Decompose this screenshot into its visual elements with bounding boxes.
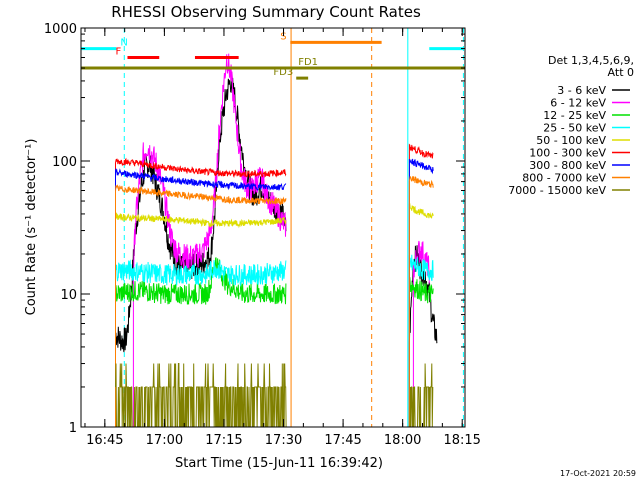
legend-label: 25 - 50 keV [543,122,606,135]
legend-header: Att 0 [608,66,634,79]
chart-title: RHESSI Observing Summary Count Rates [111,3,421,21]
series-line [115,363,287,428]
flag-label: FD1 [298,57,318,68]
series-line [408,175,434,427]
y-tick-label: 100 [52,155,77,170]
x-tick-label: 17:15 [205,433,242,448]
legend-label: 300 - 800 keV [529,159,606,172]
series-line [115,74,287,427]
series-line [115,157,287,427]
legend-label: 7000 - 15000 keV [508,184,606,197]
legend-label: 12 - 25 keV [543,109,606,122]
flag-label: F [115,47,121,58]
legend-header: Det 1,3,4,5,6,9, [548,54,634,67]
x-tick-label: 17:45 [324,433,361,448]
x-tick-label: 16:45 [86,433,123,448]
legend-label: 800 - 7000 keV [522,172,606,185]
series-line [132,53,287,427]
flag-label: S [280,31,286,42]
y-axis-label: Count Rate (s⁻¹ detector⁻¹) [24,139,39,316]
series-line [115,212,287,427]
series-lines [115,53,438,428]
vertical-markers [80,28,464,427]
y-tick-label: 1000 [44,22,77,37]
series-line [408,277,434,427]
legend-label: 50 - 100 keV [536,134,606,147]
flag-bars: NF S FD1 FD3 [81,31,465,80]
x-tick-label: 17:00 [146,433,183,448]
series-line [115,257,287,427]
flag-label: FD3 [273,67,293,78]
series-line [115,259,287,427]
series-line [408,203,434,427]
legend-label: 6 - 12 keV [550,97,606,110]
footer-timestamp: 17-Oct-2021 20:59 [560,469,636,478]
series-line [408,143,434,427]
y-tick-label: 1 [69,421,77,436]
series-line [115,184,287,427]
series-line [412,240,430,427]
series-line [115,167,287,427]
legend-label: 100 - 300 keV [529,147,606,160]
x-tick-label: 18:15 [443,433,480,448]
plot-frame [80,27,466,428]
x-tick-label: 18:00 [384,433,421,448]
legend-label: 3 - 6 keV [557,84,606,97]
x-axis-label: Start Time (15-Jun-11 16:39:42) [175,456,383,471]
axes: 16:45 17:00 17:15 17:30 17:45 18:00 18:15 1 10 10… [44,22,481,448]
flag-label: N [120,38,127,49]
series-line [408,254,434,427]
series-line [408,158,434,427]
y-tick-label: 10 [60,288,77,303]
x-tick-label: 17:30 [265,433,302,448]
